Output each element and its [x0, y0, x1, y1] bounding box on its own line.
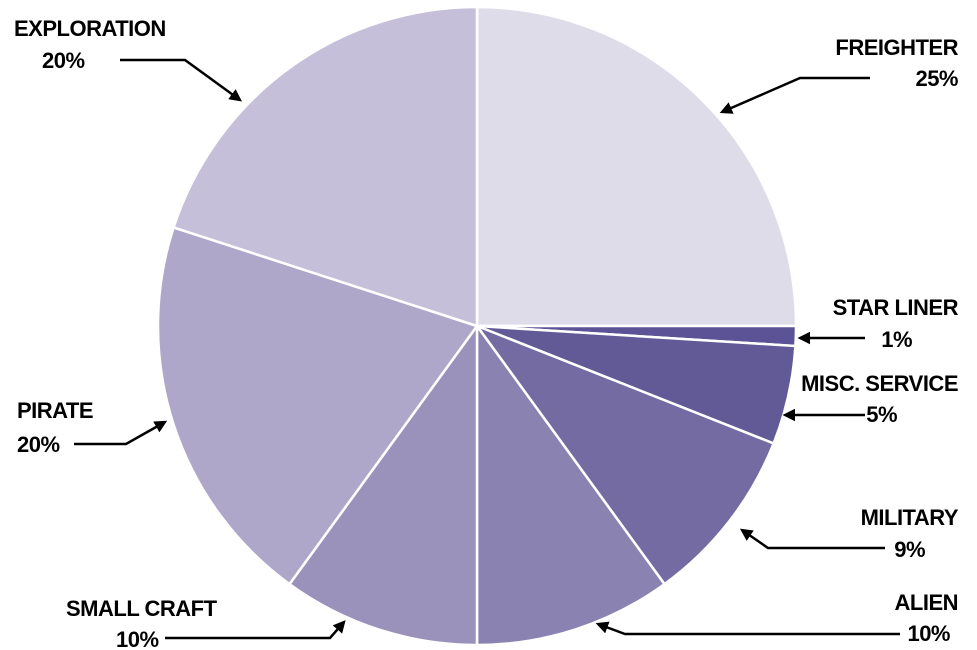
leader-arrow-pirate	[74, 420, 168, 446]
slice-label-small-craft: SMALL CRAFT	[66, 596, 218, 621]
leader-arrow-small-craft	[165, 620, 346, 640]
pie-slice-alien	[475, 322, 667, 647]
pie-slice-military	[473, 323, 776, 586]
leader-arrow-exploration	[120, 58, 243, 102]
pie-slice-small-craft	[287, 322, 479, 647]
slice-label-misc-service: MISC. SERVICE	[801, 371, 958, 396]
slice-label-military: MILITARY	[861, 505, 959, 530]
leader-arrow-military	[739, 528, 885, 550]
slice-percent-military: 9%	[894, 537, 925, 562]
slice-percent-misc-service: 5%	[866, 402, 897, 427]
pie-slice-pirate	[156, 225, 480, 586]
slice-label-star-liner: STAR LINER	[833, 295, 959, 320]
leader-arrow-alien	[595, 621, 900, 636]
slice-label-exploration: EXPLORATION	[14, 16, 166, 41]
pie-slice-exploration	[172, 5, 479, 328]
leader-arrow-freighter	[719, 76, 870, 114]
slice-percent-freighter: 25%	[915, 66, 958, 91]
slice-percent-pirate: 20%	[17, 432, 60, 457]
pie-slice-freighter	[475, 5, 798, 328]
slice-label-freighter: FREIGHTER	[835, 35, 958, 60]
slice-label-alien: ALIEN	[895, 590, 959, 615]
slice-percent-small-craft: 10%	[116, 627, 159, 650]
slice-percent-exploration: 20%	[42, 48, 85, 73]
slice-label-pirate: PIRATE	[17, 398, 93, 423]
slice-percent-star-liner: 1%	[881, 327, 912, 352]
slice-percent-alien: 10%	[907, 621, 950, 646]
